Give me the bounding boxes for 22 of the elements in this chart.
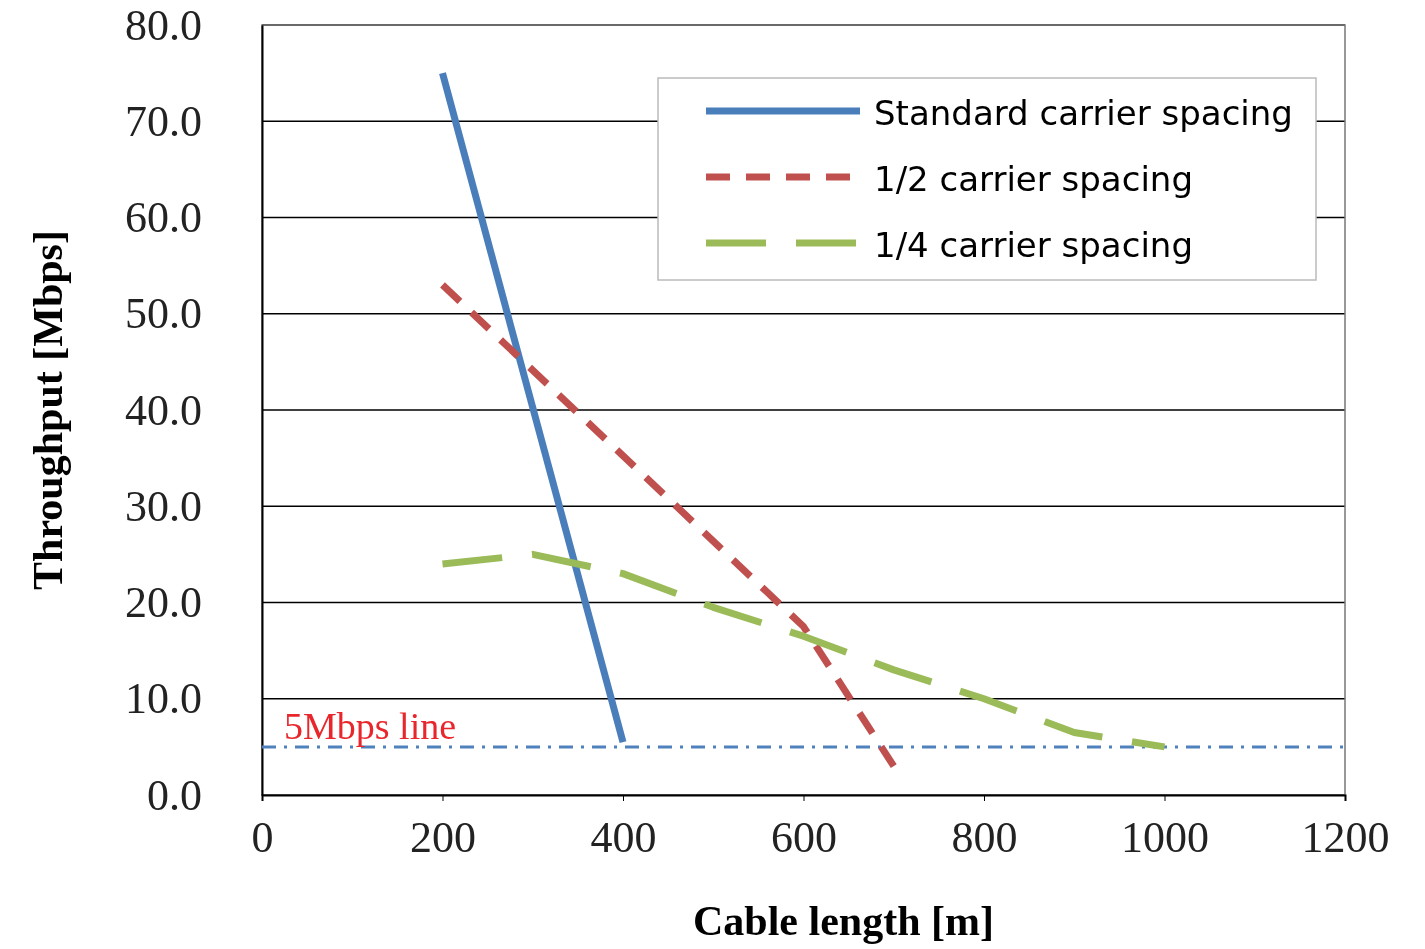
legend-label: 1/4 carrier spacing xyxy=(874,225,1193,265)
x-tick-label: 600 xyxy=(771,813,837,863)
x-tick-label: 400 xyxy=(590,813,657,863)
x-tick-label: 1000 xyxy=(1121,813,1209,863)
x-tick-label: 1200 xyxy=(1301,813,1390,863)
legend-label: Standard carrier spacing xyxy=(874,93,1293,133)
y-tick-label: 10.0 xyxy=(125,674,202,724)
y-tick-label: 30.0 xyxy=(125,481,202,531)
x-tick-label: 0 xyxy=(251,813,274,863)
x-tick-label: 800 xyxy=(951,813,1018,863)
y-tick-label: 40.0 xyxy=(125,385,202,435)
y-tick-label: 0.0 xyxy=(147,770,202,820)
legend-label: 1/2 carrier spacing xyxy=(874,159,1193,199)
x-axis-title: Cable length [m] xyxy=(693,898,994,944)
y-tick-label: 20.0 xyxy=(125,578,202,628)
x-tick-label: 200 xyxy=(410,813,476,863)
y-tick-label: 80.0 xyxy=(125,0,202,50)
y-tick-label: 70.0 xyxy=(125,96,202,146)
y-tick-label: 50.0 xyxy=(125,289,202,339)
ref-line-label: 5Mbps line xyxy=(284,704,457,747)
y-axis-title: Throughput [Mbps] xyxy=(25,230,71,590)
y-tick-label: 60.0 xyxy=(125,193,202,243)
